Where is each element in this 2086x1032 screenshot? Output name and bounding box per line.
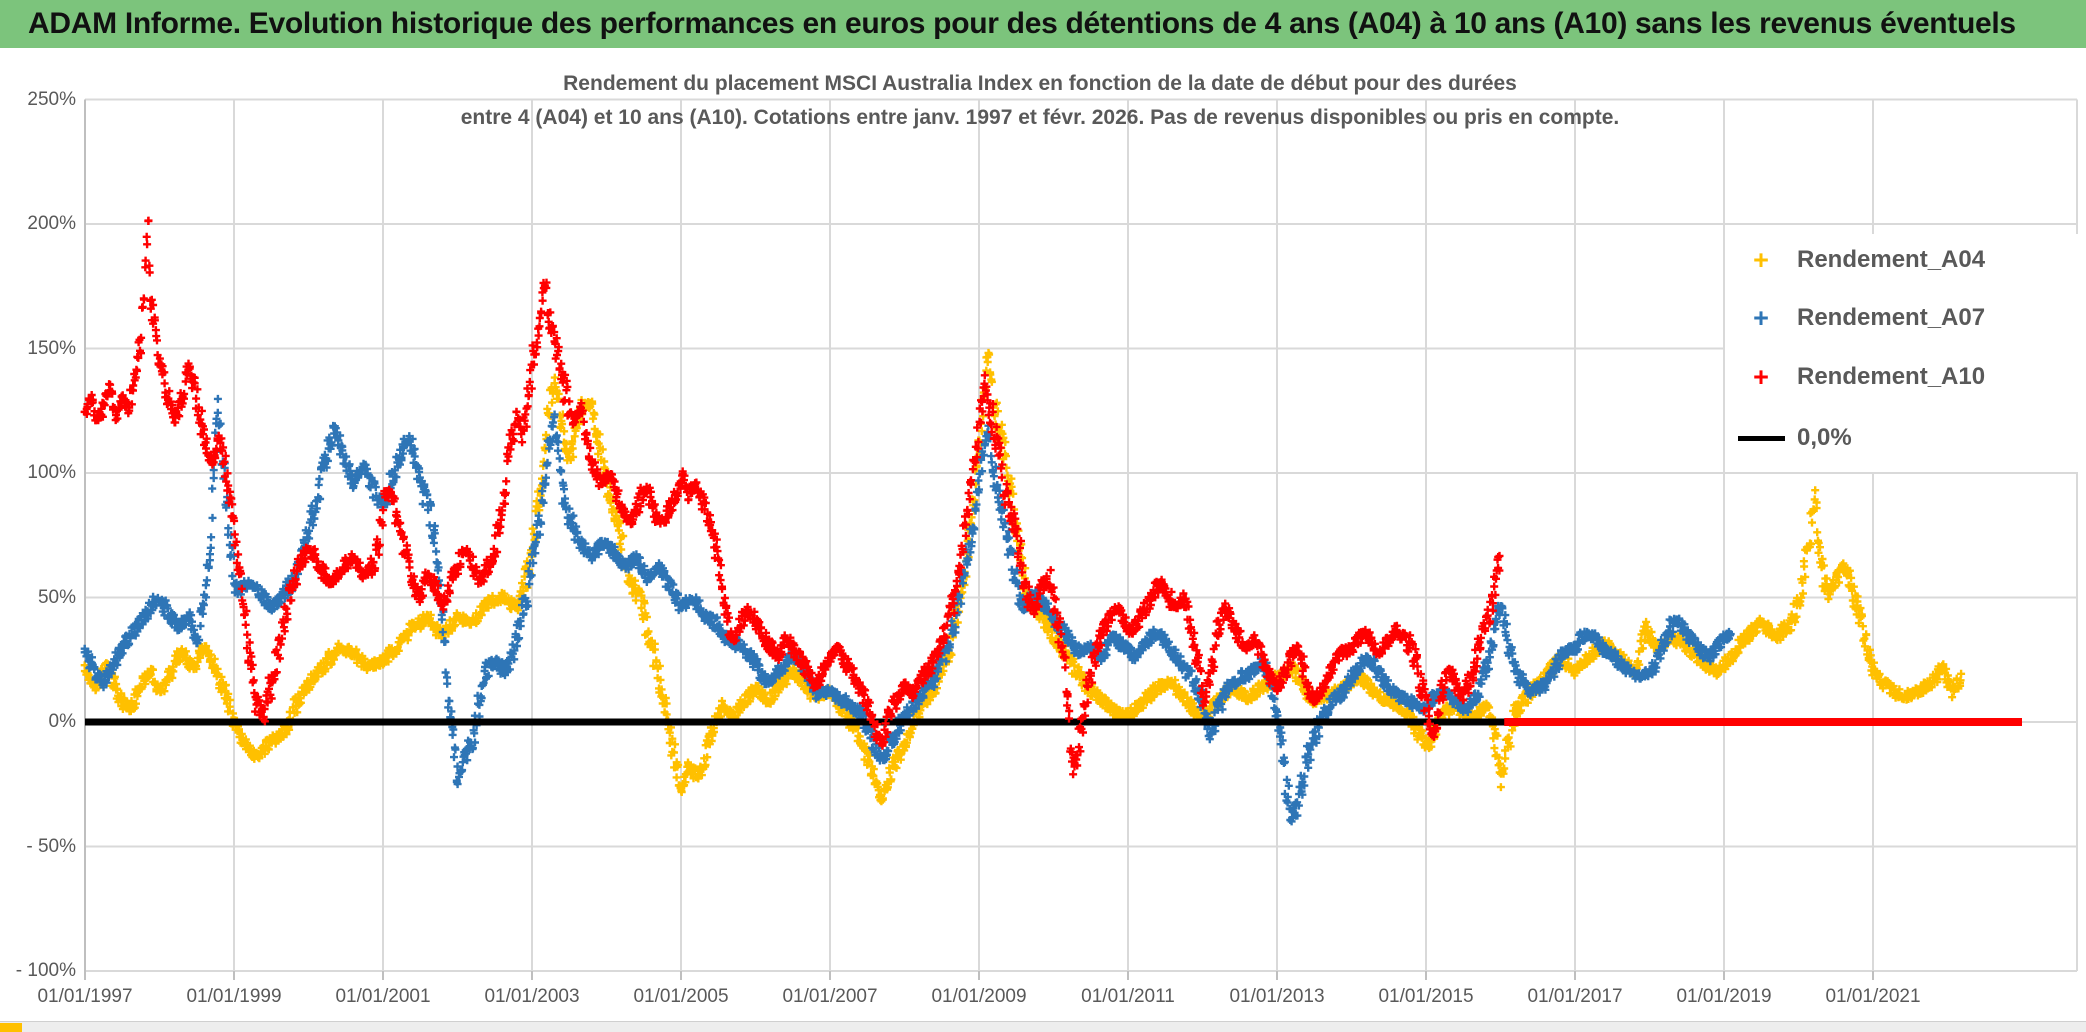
title-bar: ADAM Informe. Evolution historique des p… xyxy=(0,0,2086,48)
bottom-scroll-area[interactable] xyxy=(0,1021,2086,1032)
x-axis-tick-label: 01/01/2015 xyxy=(1378,986,1474,1007)
chart-title-line1: Rendement du placement MSCI Australia In… xyxy=(563,72,1517,95)
legend-label: Rendement_A04 xyxy=(1797,246,1986,273)
chart-title-line2: entre 4 (A04) et 10 ans (A10). Cotations… xyxy=(460,106,1620,129)
legend-plus-marker-icon: + xyxy=(1753,303,1769,333)
legend[interactable]: + Rendement_A04 + Rendement_A07 + Rendement_A… xyxy=(1725,234,2081,472)
selection-handle-bottom-left[interactable] xyxy=(0,1023,22,1032)
x-axis-tick-label: 01/01/2013 xyxy=(1229,986,1325,1007)
x-axis-tick-label: 01/01/2003 xyxy=(484,986,580,1007)
page-title: ADAM Informe. Evolution historique des p… xyxy=(28,7,2016,40)
x-axis-tick-label: 01/01/2021 xyxy=(1825,986,1921,1007)
legend-item-rendement-a07[interactable]: + Rendement_A07 xyxy=(1725,302,2081,334)
legend-plus-marker-icon: + xyxy=(1753,245,1769,275)
x-axis-tick-label: 01/01/1997 xyxy=(37,986,133,1007)
x-axis-tick-label: 01/01/2005 xyxy=(633,986,729,1007)
legend-label: Rendement_A10 xyxy=(1797,363,1986,390)
x-axis-tick-label: 01/01/2007 xyxy=(782,986,878,1007)
x-axis-tick-label: 01/01/2001 xyxy=(335,986,431,1007)
legend-item-rendement-a10[interactable]: + Rendement_A10 xyxy=(1725,361,2081,393)
legend-line-swatch-icon xyxy=(1738,435,1785,441)
x-axis-tick-label: 01/01/2019 xyxy=(1676,986,1772,1007)
y-axis-tick-label: 50% xyxy=(37,586,76,608)
y-axis-tick-label: 0% xyxy=(48,711,76,732)
y-axis-tick-label: - 50% xyxy=(26,835,76,857)
scatter-plot xyxy=(80,98,2078,980)
y-axis-tick-label: 200% xyxy=(27,213,76,234)
x-axis-tick-label: 01/01/1999 xyxy=(186,986,282,1007)
y-axis-tick-label: 100% xyxy=(27,462,76,483)
x-axis-tick-label: 01/01/2017 xyxy=(1527,986,1623,1007)
legend-label: Rendement_A07 xyxy=(1797,304,1986,331)
legend-label: 0,0% xyxy=(1797,424,1852,451)
legend-plus-marker-icon: + xyxy=(1753,362,1769,392)
legend-item-0-0-[interactable]: 0,0% xyxy=(1725,422,2081,454)
y-axis-tick-label: 150% xyxy=(27,337,76,359)
y-axis-tick-label: - 100% xyxy=(15,960,76,981)
legend-item-rendement-a04[interactable]: + Rendement_A04 xyxy=(1725,244,2081,276)
y-axis-tick-label: 250% xyxy=(27,88,76,110)
chart-canvas: Rendement du placement MSCI Australia In… xyxy=(0,48,2086,1021)
x-axis-tick-label: 01/01/2009 xyxy=(931,986,1027,1007)
x-axis-tick-label: 01/01/2011 xyxy=(1081,986,1175,1007)
